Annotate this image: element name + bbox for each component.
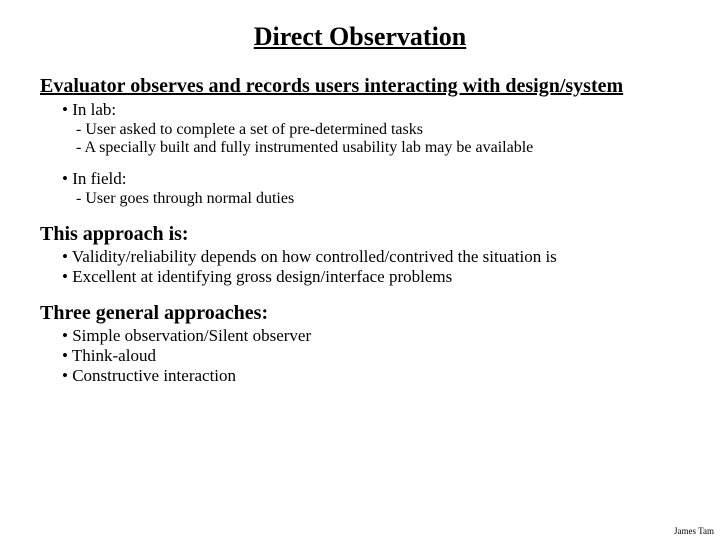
approach-1: Validity/reliability depends on how cont…	[62, 247, 680, 267]
slide-title: Direct Observation	[40, 22, 680, 52]
three-2: Think-aloud	[62, 346, 680, 366]
three-1: Simple observation/Silent observer	[62, 326, 680, 346]
bullet-in-lab: In lab:	[62, 100, 680, 120]
intro-heading: Evaluator observes and records users int…	[40, 74, 680, 98]
footer-author: James Tam	[674, 526, 714, 536]
three-3: Constructive interaction	[62, 366, 680, 386]
approach-heading: This approach is:	[40, 222, 680, 246]
lab-sub-1: User asked to complete a set of pre-dete…	[76, 121, 680, 139]
bullet-in-field: In field:	[62, 169, 680, 189]
lab-sub-2: A specially built and fully instrumented…	[76, 139, 680, 157]
three-heading: Three general approaches:	[40, 301, 680, 325]
field-sub-1: User goes through normal duties	[76, 190, 680, 208]
approach-2: Excellent at identifying gross design/in…	[62, 267, 680, 287]
